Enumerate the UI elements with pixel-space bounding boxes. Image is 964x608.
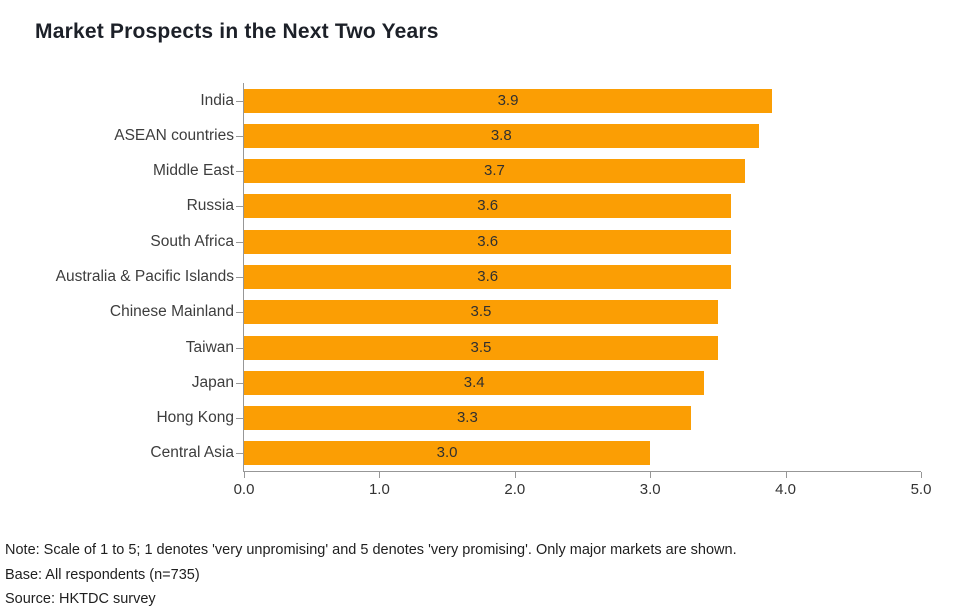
bar (244, 370, 705, 395)
bar-row: Japan 3.4 (192, 370, 921, 395)
bar-value-label: 3.3 (456, 409, 478, 427)
bar (244, 159, 745, 184)
bar-row: Russia 3.6 (187, 194, 921, 219)
bar (244, 88, 773, 113)
bar-row: Chinese Mainland 3.5 (110, 300, 921, 325)
chart-footnotes: Note: Scale of 1 to 5; 1 denotes 'very u… (5, 538, 737, 608)
category-label: Middle East (153, 162, 234, 180)
bar-row: South Africa 3.6 (150, 229, 921, 254)
bar (244, 123, 759, 148)
category-label: Chinese Mainland (109, 303, 234, 321)
y-axis-tick (236, 135, 243, 137)
bar-value-label: 3.6 (477, 268, 499, 285)
y-axis-tick (236, 100, 243, 102)
category-label: Australia & Pacific Islands (55, 268, 234, 285)
bar-value-label: 3.6 (477, 232, 499, 250)
x-axis-tick-label: 3.0 (639, 481, 661, 498)
bar-row: ASEAN countries 3.8 (114, 123, 921, 148)
category-label: Taiwan (185, 338, 234, 356)
bar-value-label: 3.7 (484, 162, 505, 180)
note-scale-text: Note: Scale of 1 to 5; 1 denotes 'very u… (5, 542, 737, 558)
bar-row: Central Asia 3.0 (150, 441, 921, 466)
x-axis-tick-label: 1.0 (368, 481, 390, 498)
x-axis-tick (921, 472, 922, 478)
bar (244, 406, 691, 431)
bar-value-label: 3.5 (470, 338, 492, 356)
bar-value-label: 3.8 (490, 126, 512, 144)
bar (244, 194, 732, 219)
y-axis-tick (236, 241, 243, 243)
chart-title: Market Prospects in the Next Two Years (35, 20, 439, 43)
x-axis-tick (244, 472, 245, 478)
bar (244, 441, 651, 466)
category-label: Russia (186, 197, 234, 215)
x-axis-tick (650, 472, 652, 478)
bar (244, 335, 718, 360)
y-axis-tick (236, 171, 243, 173)
category-label: Hong Kong (156, 409, 234, 427)
bar (244, 300, 718, 325)
bar-chart-plot-area: India 3.9 ASEAN countries 3.8 Middle East 3.7… (56, 83, 931, 498)
x-axis-tick (514, 472, 516, 478)
bar-value-label: 3.9 (497, 91, 519, 109)
y-axis-tick (236, 277, 243, 278)
y-axis-tick (236, 382, 243, 384)
category-label: India (200, 91, 234, 109)
x-axis-tick (379, 472, 381, 478)
y-axis-tick (236, 347, 243, 349)
category-label: South Africa (150, 232, 234, 250)
category-label: ASEAN countries (114, 126, 234, 144)
x-axis-tick-label: 5.0 (910, 481, 932, 498)
bar-row: Hong Kong 3.3 (156, 406, 921, 431)
note-base-text: Base: All respondents (n=735) (5, 566, 200, 583)
bar-row: Taiwan 3.5 (186, 335, 921, 360)
bar-row: India 3.9 (200, 88, 921, 113)
x-axis-tick-label: 0.0 (233, 481, 255, 498)
y-axis-tick (236, 312, 243, 314)
y-axis-tick (236, 206, 243, 208)
bar-value-label: 3.5 (470, 303, 492, 321)
bar-value-label: 3.6 (477, 197, 499, 215)
x-axis-tick-label: 4.0 (775, 481, 797, 498)
bar (244, 229, 732, 254)
y-axis-tick (236, 418, 243, 420)
bar-value-label: 3.4 (463, 373, 485, 391)
y-axis-tick (236, 453, 243, 455)
note-source-text: Source: HKTDC survey (5, 591, 156, 607)
bar-row: Australia & Pacific Islands 3.6 (56, 265, 921, 289)
bar-row: Middle East 3.7 (153, 159, 921, 184)
x-axis-tick-label: 2.0 (504, 481, 526, 498)
bar-value-label: 3.0 (436, 444, 458, 462)
category-label: Japan (191, 373, 234, 391)
bar (244, 265, 732, 289)
category-label: Central Asia (150, 444, 234, 462)
x-axis-tick (785, 472, 787, 478)
